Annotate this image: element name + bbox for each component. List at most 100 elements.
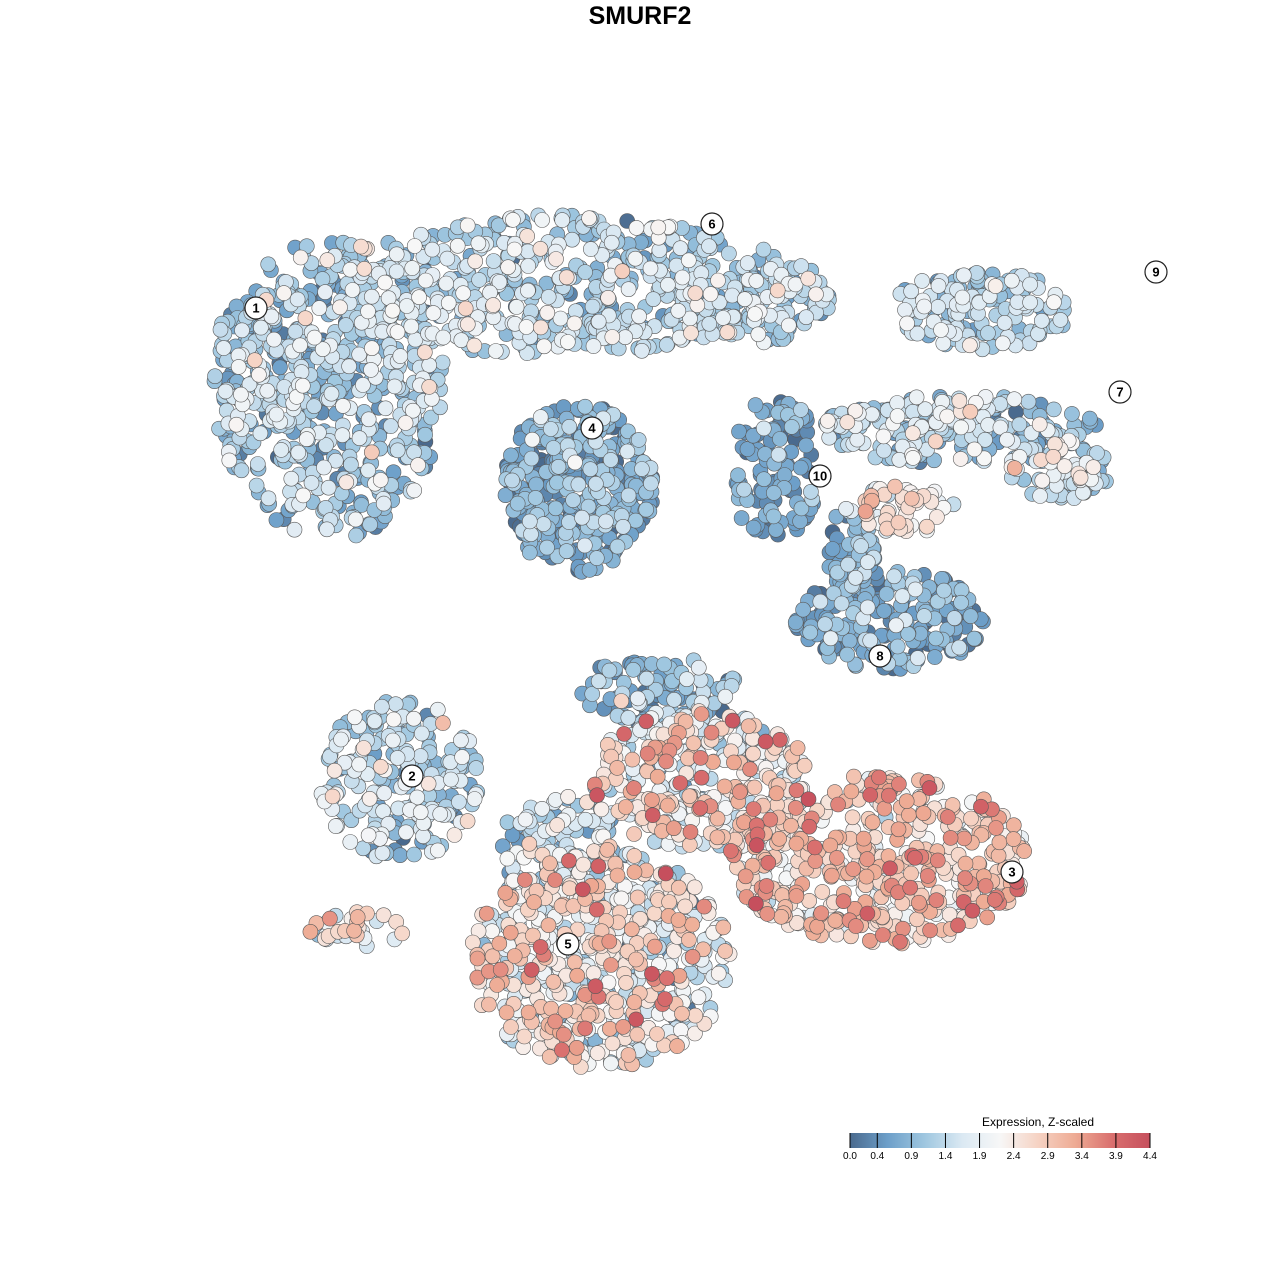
cell-point — [895, 920, 911, 937]
cell-point — [882, 860, 898, 877]
cell-point — [349, 909, 366, 925]
cell-point — [701, 315, 718, 332]
cell-point — [273, 442, 290, 458]
legend-tick-label: 3.4 — [1075, 1151, 1089, 1162]
cell-point — [745, 801, 762, 817]
cell-point — [916, 298, 933, 315]
cell-point — [554, 212, 571, 228]
cell-point — [327, 818, 344, 834]
cell-point — [686, 879, 703, 896]
cell-point — [765, 508, 782, 525]
cell-point — [615, 1019, 632, 1035]
cell-point — [661, 894, 677, 910]
cell-point — [446, 827, 463, 843]
cell-point — [535, 516, 552, 532]
cell-point — [550, 458, 567, 475]
cell-point — [565, 492, 581, 509]
cell-point — [524, 431, 541, 448]
cell-point — [789, 740, 806, 756]
cell-point — [372, 472, 389, 488]
cell-point — [306, 329, 323, 346]
cell-point — [991, 834, 1008, 851]
cell-point — [517, 811, 534, 828]
cell-point — [787, 800, 804, 816]
cell-point — [770, 446, 787, 463]
legend-tick-label: 1.9 — [973, 1151, 987, 1162]
cell-point — [498, 1004, 515, 1021]
cell-point — [558, 543, 575, 559]
cell-point — [657, 991, 673, 1007]
cell-point — [649, 1026, 665, 1042]
cell-point — [341, 358, 357, 375]
cell-point — [962, 608, 979, 625]
cell-point — [905, 450, 921, 466]
cell-point — [878, 586, 895, 602]
cell-point — [518, 319, 535, 335]
cell-point — [259, 382, 276, 399]
cell-point — [768, 785, 785, 802]
cell-point — [478, 905, 495, 922]
cell-point — [468, 760, 484, 776]
cell-point — [519, 228, 536, 244]
cell-point — [710, 272, 726, 289]
cell-point — [721, 245, 737, 262]
cell-point — [901, 807, 917, 823]
cell-point — [459, 217, 476, 234]
cell-point — [962, 337, 978, 354]
cell-point — [874, 927, 891, 943]
cell-point — [946, 610, 963, 626]
cell-point — [314, 271, 331, 287]
cell-point — [660, 797, 676, 814]
cell-point — [1085, 459, 1102, 476]
cell-point — [692, 800, 709, 816]
cell-point — [485, 297, 502, 313]
cell-point — [425, 305, 442, 321]
cell-point — [487, 343, 504, 359]
cell-point — [639, 745, 656, 762]
cell-point — [319, 252, 336, 268]
cell-point — [521, 544, 538, 561]
cell-point — [747, 397, 764, 413]
cell-point — [363, 288, 380, 305]
cell-point — [603, 234, 620, 251]
cell-point — [416, 344, 433, 361]
cell-point — [247, 352, 263, 369]
cell-point — [682, 824, 699, 840]
cluster-label-1: 1 — [244, 296, 268, 320]
cell-point — [435, 329, 452, 346]
cell-point — [523, 450, 540, 467]
cell-point — [554, 1042, 570, 1058]
cell-point — [360, 462, 377, 479]
cell-point — [966, 630, 983, 647]
cell-point — [827, 912, 844, 929]
cell-point — [819, 413, 836, 429]
cell-point — [627, 512, 644, 529]
cell-point — [715, 310, 731, 326]
cell-point — [451, 794, 467, 810]
cell-point — [644, 792, 660, 808]
cell-point — [843, 783, 860, 800]
cell-point — [813, 905, 830, 922]
cell-point — [772, 731, 788, 748]
cell-point — [581, 210, 597, 226]
cell-point — [580, 1007, 597, 1024]
cell-point — [455, 285, 472, 302]
cluster-label-9: 9 — [1144, 260, 1168, 284]
cell-point — [859, 554, 876, 571]
cell-point — [374, 845, 391, 861]
cell-point — [748, 837, 765, 854]
cell-point — [798, 309, 815, 326]
cell-point — [593, 801, 610, 818]
cell-point — [604, 1035, 621, 1052]
cell-point — [348, 527, 364, 544]
cell-point — [644, 807, 661, 824]
cell-point — [516, 1028, 533, 1045]
cell-point — [980, 325, 996, 341]
legend-color-bar — [850, 1133, 1150, 1148]
cell-point — [630, 432, 647, 448]
cell-point — [788, 835, 805, 852]
cell-point — [629, 690, 646, 707]
cell-point — [577, 264, 593, 280]
cell-point — [545, 440, 562, 456]
cell-point — [658, 336, 675, 353]
